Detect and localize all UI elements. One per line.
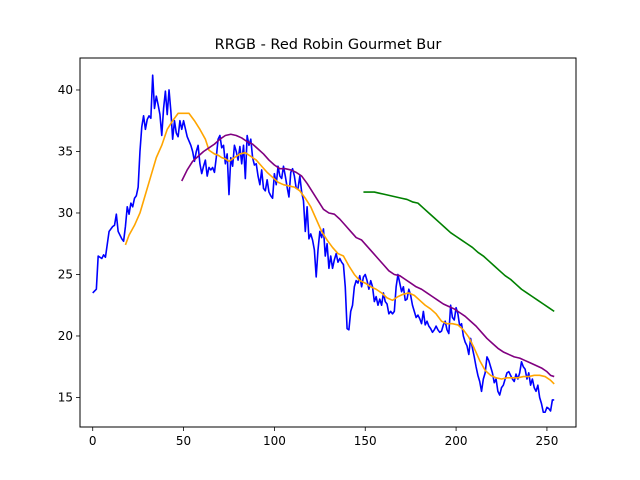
- chart-title: RRGB - Red Robin Gourmet Bur: [215, 37, 442, 53]
- x-tick-label: 150: [354, 434, 377, 448]
- x-tick-label: 50: [176, 434, 191, 448]
- series-line-0: [92, 74, 555, 414]
- x-tick-label: 250: [535, 434, 558, 448]
- y-tick-label: 35: [58, 144, 73, 158]
- plot-frame: [79, 57, 577, 428]
- series-line-3: [363, 191, 555, 313]
- y-axis: 15 20 25 30 35 40: [58, 83, 80, 404]
- series-line-2: [181, 133, 555, 378]
- y-tick-label: 40: [58, 83, 73, 97]
- x-axis: 0 50 100 150 200 250: [89, 427, 558, 448]
- x-tick-label: 200: [445, 434, 468, 448]
- x-tick-label: 0: [89, 434, 97, 448]
- x-tick-label: 100: [263, 434, 286, 448]
- y-tick-label: 15: [58, 390, 73, 404]
- y-tick-label: 25: [58, 267, 73, 281]
- series-line-1: [124, 112, 555, 385]
- series-layer: [92, 74, 555, 414]
- y-tick-label: 30: [58, 206, 73, 220]
- y-tick-label: 20: [58, 329, 73, 343]
